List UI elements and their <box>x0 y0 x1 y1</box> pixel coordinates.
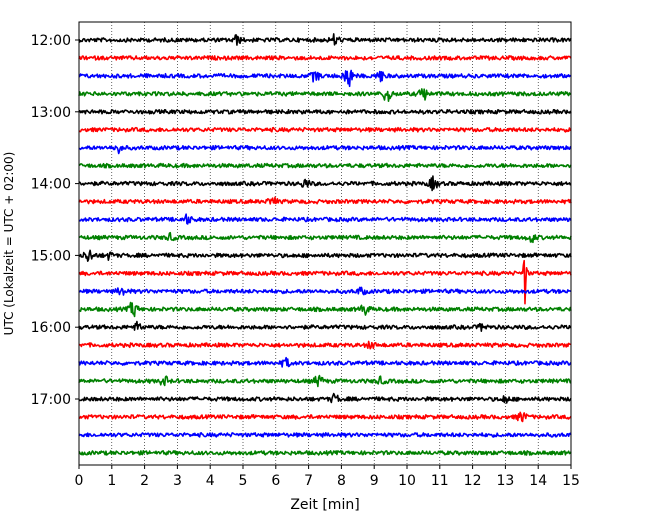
x-tick-label: 12 <box>464 473 482 489</box>
seismic-trace <box>78 432 572 438</box>
seismic-trace <box>78 213 572 225</box>
y-tick-label: 14:00 <box>31 177 71 193</box>
x-tick-label: 10 <box>398 473 416 489</box>
x-tick-label: 15 <box>562 473 580 489</box>
seismic-trace <box>78 259 572 305</box>
y-tick-label: 17:00 <box>31 392 71 408</box>
seismic-trace <box>78 320 572 333</box>
seismic-trace <box>78 54 572 61</box>
x-tick-label: 5 <box>239 473 248 489</box>
x-tick-label: 14 <box>529 473 547 489</box>
y-axis-label: UTC (Lokalzeit = UTC + 02:00) <box>2 152 16 336</box>
y-tick-label: 16:00 <box>31 320 71 336</box>
seismic-trace <box>78 126 572 133</box>
seismic-trace <box>78 108 572 115</box>
seismic-trace <box>78 249 572 262</box>
x-tick-label: 0 <box>75 473 84 489</box>
seismic-trace <box>78 449 572 456</box>
seismic-trace <box>78 301 572 318</box>
seismic-trace <box>78 88 572 103</box>
x-tick-label: 9 <box>370 473 379 489</box>
x-tick-label: 11 <box>431 473 449 489</box>
seismic-trace <box>78 374 572 388</box>
seismic-trace <box>78 356 572 368</box>
y-tick-label: 13:00 <box>31 105 71 121</box>
seismic-trace <box>78 175 572 192</box>
seismic-trace <box>78 392 572 404</box>
seismic-trace <box>78 33 572 46</box>
x-axis-ticks: 0 1 2 3 4 5 6 7 8 9 10 11 12 13 14 15 <box>75 465 580 489</box>
x-tick-label: 6 <box>271 473 280 489</box>
x-tick-label: 13 <box>496 473 514 489</box>
seismic-trace <box>78 411 572 423</box>
x-tick-label: 4 <box>206 473 215 489</box>
y-tick-label: 12:00 <box>31 33 71 49</box>
seismic-trace <box>78 286 572 296</box>
seismic-trace <box>78 69 572 88</box>
seismic-trace <box>78 340 572 350</box>
y-axis-ticks: 12:00 13:00 14:00 15:00 16:00 17:00 <box>31 33 79 408</box>
plot-frame <box>78 21 572 466</box>
seismic-trace <box>78 144 572 155</box>
x-tick-label: 8 <box>337 473 346 489</box>
x-tick-label: 3 <box>173 473 182 489</box>
trace-layer <box>78 33 572 456</box>
grid-layer <box>111 22 539 465</box>
seismic-trace <box>78 196 572 205</box>
x-tick-label: 2 <box>140 473 149 489</box>
seismic-trace <box>78 231 572 244</box>
x-tick-label: 7 <box>304 473 313 489</box>
x-tick-label: 1 <box>107 473 116 489</box>
y-tick-label: 15:00 <box>31 248 71 264</box>
seismic-trace <box>78 162 572 169</box>
x-axis-label: Zeit [min] <box>290 497 359 513</box>
